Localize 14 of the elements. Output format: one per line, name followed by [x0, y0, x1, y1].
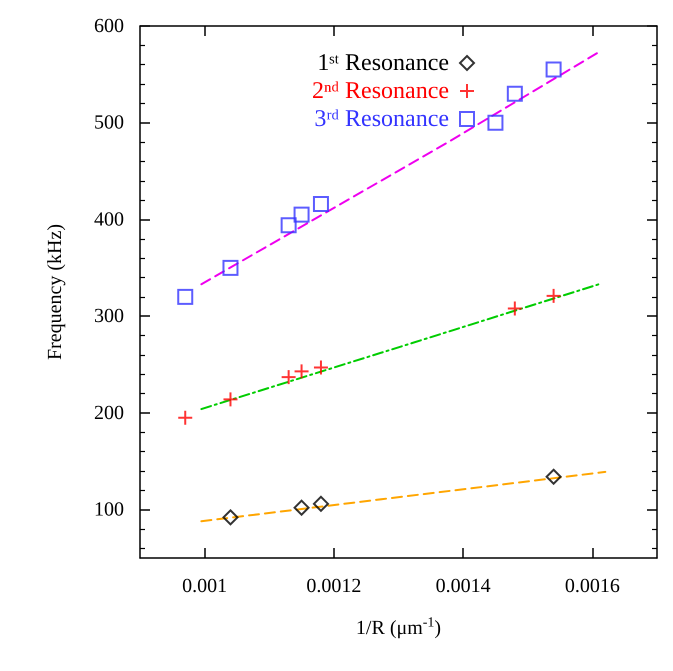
y-tick-label: 500 [94, 112, 124, 134]
y-tick-label: 300 [94, 305, 124, 328]
x-tick-label: 0.0012 [306, 575, 362, 597]
y-tick-label: 600 [94, 15, 124, 37]
y-tick-label: 400 [94, 208, 124, 230]
x-tick-label: 0.0014 [436, 575, 491, 597]
legend-label: 2ⁿᵈ Resonance [312, 78, 449, 104]
x-tick-label: 0.0016 [564, 575, 620, 597]
legend-label: 1ˢᵗ Resonance [317, 50, 449, 76]
x-tick-label: 0.001 [182, 575, 228, 597]
y-tick-label: 200 [94, 402, 124, 424]
y-tick-label: 100 [94, 498, 124, 521]
legend-label: 3ʳᵈ Resonance [314, 106, 449, 132]
y-axis-title: Frequency (kHz) [44, 224, 66, 360]
